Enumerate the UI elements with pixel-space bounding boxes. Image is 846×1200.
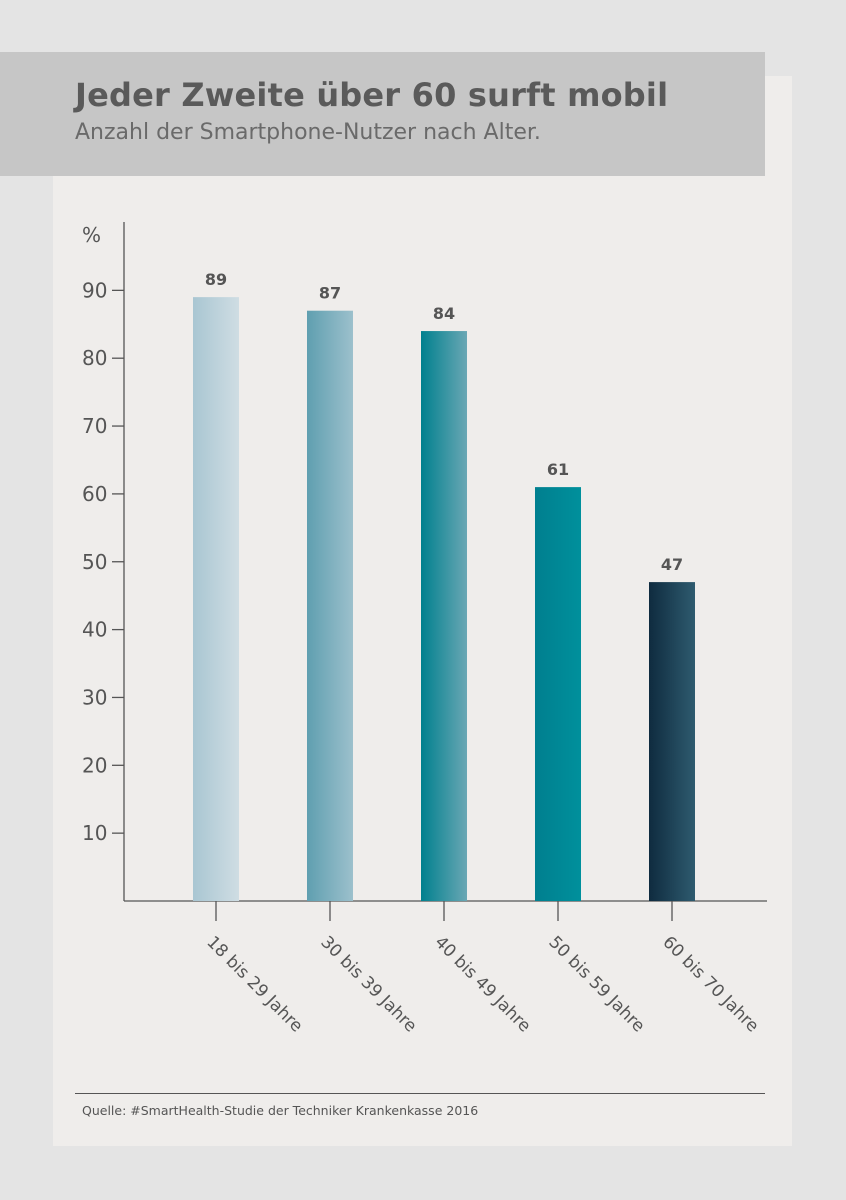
x-category-label: 60 bis 70 Jahre <box>658 932 762 1036</box>
bar <box>535 487 581 901</box>
chart-title: Jeder Zweite über 60 surft mobil <box>75 76 669 114</box>
header-band <box>0 52 765 176</box>
y-tick-label: 90 <box>82 278 107 302</box>
source-divider <box>75 1093 765 1094</box>
y-tick-label: 60 <box>82 482 107 506</box>
bar <box>649 582 695 901</box>
x-category-label: 18 bis 29 Jahre <box>202 932 306 1036</box>
bar-value-label: 61 <box>547 460 569 479</box>
x-category-label: 30 bis 39 Jahre <box>316 932 420 1036</box>
y-tick-label: 80 <box>82 346 107 370</box>
bar-value-label: 89 <box>205 270 227 289</box>
bar <box>193 297 239 901</box>
bar-value-label: 87 <box>319 284 341 303</box>
chart-subtitle: Anzahl der Smartphone-Nutzer nach Alter. <box>75 120 541 145</box>
bar <box>307 310 353 902</box>
y-tick-label: 40 <box>82 618 107 642</box>
y-tick-label: 50 <box>82 550 107 574</box>
x-category-label: 40 bis 49 Jahre <box>430 932 534 1036</box>
bar-value-label: 84 <box>433 304 455 323</box>
bar-value-label: 47 <box>661 555 683 574</box>
y-tick-label: 20 <box>82 753 107 777</box>
source-note: Quelle: #SmartHealth-Studie der Technike… <box>82 1103 479 1118</box>
y-tick-label: 10 <box>82 821 107 845</box>
y-tick-label: 70 <box>82 414 107 438</box>
bar <box>421 331 467 901</box>
y-tick-label: 30 <box>82 685 107 709</box>
y-axis-unit-label: % <box>82 223 101 247</box>
x-category-label: 50 bis 59 Jahre <box>544 932 648 1036</box>
